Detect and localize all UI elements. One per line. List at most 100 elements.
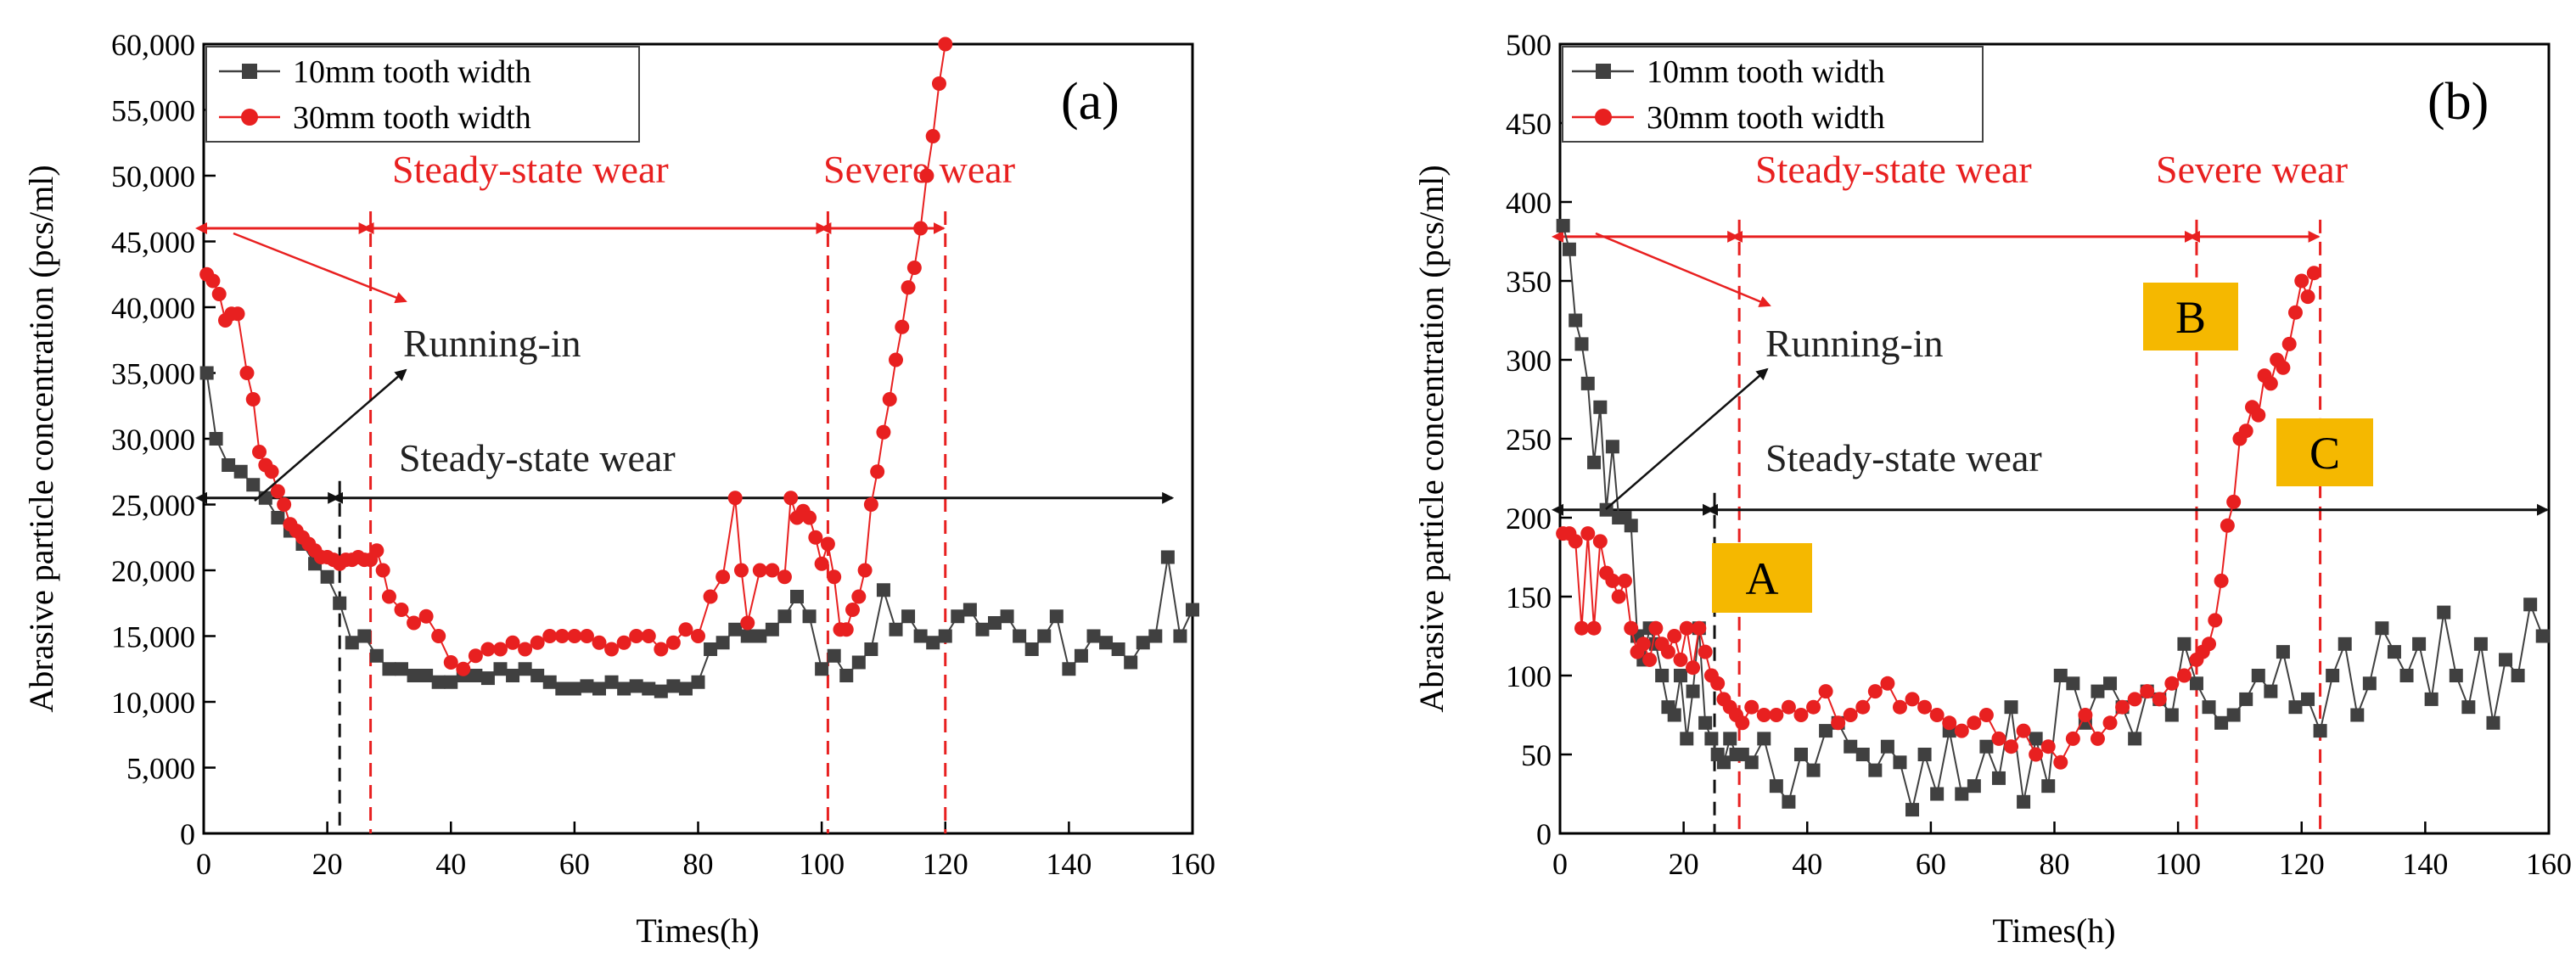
data-point-30mm	[616, 635, 631, 650]
data-point-10mm	[2375, 621, 2389, 636]
legend-label-10mm-a: 10mm tooth width	[293, 54, 531, 90]
data-point-10mm	[1062, 662, 1076, 676]
y-tick-label: 0	[1536, 817, 1552, 851]
data-point-30mm	[1967, 715, 1982, 731]
data-point-30mm	[2220, 518, 2235, 533]
data-point-30mm	[1892, 699, 1907, 715]
data-point-10mm	[1819, 724, 1833, 738]
data-point-30mm	[592, 635, 607, 650]
data-point-10mm	[704, 642, 718, 656]
data-point-30mm	[2306, 266, 2321, 281]
data-point-10mm	[1562, 242, 1576, 256]
data-point-30mm	[2115, 699, 2130, 715]
data-point-10mm	[691, 675, 705, 689]
data-point-30mm	[375, 563, 390, 578]
data-point-10mm	[962, 603, 977, 617]
data-point-30mm	[863, 497, 878, 512]
data-point-30mm	[783, 491, 799, 506]
data-point-10mm	[901, 609, 916, 624]
data-point-10mm	[2399, 669, 2414, 682]
data-point-10mm	[1782, 794, 1796, 809]
data-point-30mm	[765, 563, 780, 578]
data-point-30mm	[938, 36, 953, 52]
data-point-10mm	[988, 616, 1002, 630]
data-point-30mm	[654, 642, 669, 657]
data-point-30mm	[2016, 723, 2031, 738]
x-axis-ticks-a: 0 20 40 60 80 100 120 140 160	[196, 822, 1215, 881]
data-point-10mm	[975, 622, 990, 637]
data-point-10mm	[2387, 645, 2401, 659]
panel-a: 0 5,000 10,000 15,000 20,000 25,000 30,000 35,0…	[22, 28, 1215, 950]
x-tick-label: 0	[1552, 847, 1568, 881]
data-point-30mm	[456, 661, 471, 676]
data-point-30mm	[716, 569, 731, 585]
data-point-10mm	[2486, 715, 2500, 730]
y-tick-label: 55,000	[111, 94, 195, 128]
data-point-30mm	[1917, 699, 1933, 715]
data-point-30mm	[1880, 676, 1895, 691]
data-point-10mm	[2461, 700, 2476, 715]
data-point-30mm	[1692, 620, 1707, 636]
data-point-30mm	[1679, 620, 1694, 636]
data-point-30mm	[493, 642, 508, 657]
data-point-10mm	[1844, 739, 1858, 754]
data-point-30mm	[931, 76, 946, 91]
data-point-30mm	[1843, 708, 1858, 722]
data-point-10mm	[2029, 732, 2043, 746]
box-a-background	[1712, 543, 1812, 613]
data-point-10mm	[1186, 603, 1199, 617]
data-point-10mm	[2202, 700, 2216, 715]
data-point-30mm	[876, 424, 891, 440]
series-layer-a	[199, 36, 1199, 698]
data-point-10mm	[1111, 642, 1125, 656]
legend-label-30mm-b: 30mm tooth width	[1647, 100, 1885, 136]
legend-b: 10mm tooth width 30mm tooth width	[1562, 46, 1984, 143]
data-point-10mm	[740, 629, 755, 643]
data-point-10mm	[542, 675, 557, 689]
x-tick-label: 60	[1916, 847, 1946, 881]
y-tick-label: 0	[180, 817, 195, 851]
y-tick-label: 200	[1506, 502, 1552, 536]
data-point-30mm	[270, 484, 285, 499]
panel-label-b: (b)	[2427, 73, 2489, 131]
data-point-30mm	[579, 629, 594, 643]
x-tick-label: 80	[683, 847, 714, 881]
data-point-30mm	[468, 648, 483, 664]
data-point-30mm	[1905, 692, 1920, 707]
data-point-30mm	[277, 497, 292, 512]
data-point-30mm	[1580, 526, 1596, 541]
data-point-30mm	[727, 491, 743, 506]
y-tick-label: 40,000	[111, 291, 195, 325]
data-point-30mm	[1818, 684, 1833, 699]
y-tick-label: 35,000	[111, 357, 195, 391]
data-point-30mm	[418, 608, 434, 624]
data-point-30mm	[1624, 620, 1639, 636]
data-point-30mm	[851, 589, 867, 604]
data-point-10mm	[1704, 732, 1719, 746]
y-tick-label: 15,000	[111, 620, 195, 654]
data-point-10mm	[1173, 629, 1187, 643]
data-point-10mm	[1880, 739, 1894, 754]
data-point-30mm	[2040, 739, 2056, 754]
data-point-30mm	[542, 629, 558, 643]
data-point-10mm	[802, 609, 817, 624]
data-point-10mm	[246, 478, 261, 492]
data-point-10mm	[1757, 732, 1771, 746]
data-point-10mm	[827, 648, 841, 663]
data-point-10mm	[2264, 684, 2278, 698]
data-point-10mm	[2066, 676, 2080, 691]
data-point-10mm	[1680, 732, 1694, 746]
annotation-steady-state-wear-red-b: Steady-state wear	[1755, 148, 2032, 191]
data-point-10mm	[1013, 629, 1027, 643]
data-point-10mm	[2499, 653, 2513, 667]
data-point-10mm	[1868, 763, 1883, 777]
data-point-10mm	[419, 669, 434, 682]
data-point-10mm	[1716, 755, 1731, 770]
data-point-30mm	[1867, 684, 1883, 699]
data-point-10mm	[1806, 763, 1821, 777]
data-point-30mm	[554, 629, 570, 643]
data-point-10mm	[2239, 692, 2253, 706]
y-tick-label: 20,000	[111, 554, 195, 588]
x-tick-label: 20	[312, 847, 343, 881]
data-point-10mm	[1744, 755, 1759, 770]
